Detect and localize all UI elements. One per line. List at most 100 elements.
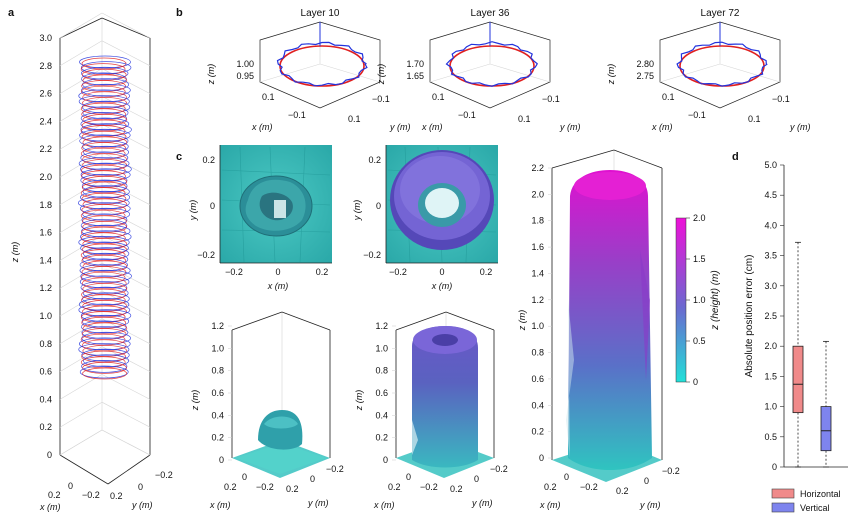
panel-a-y-label: y (m) bbox=[131, 500, 153, 510]
panel-c-top-view-2: 0.2 0 −0.2 y (m) −0.2 0 0.2 x (m) bbox=[352, 145, 498, 291]
layer-plot: Layer 10 1.00 0.95 z (m) 0.1 −0.1 x (m) 0.1 −0.1… bbox=[206, 8, 411, 132]
layer-z-label: z (m) bbox=[376, 64, 386, 86]
panel-a-gridline bbox=[59, 123, 103, 150]
trajectory-coil-blue bbox=[79, 202, 131, 215]
y-tick-label: 4.5 bbox=[764, 190, 777, 200]
panel-d-y-label: Absolute position error (cm) bbox=[744, 255, 755, 378]
layer-y-label: y (m) bbox=[389, 122, 411, 132]
panel-label-a: a bbox=[8, 7, 15, 19]
colorbar-tick: 1.5 bbox=[693, 254, 706, 264]
legend-label-vertical: Vertical bbox=[800, 503, 830, 513]
panel-label-b: b bbox=[176, 7, 183, 19]
layer-grid bbox=[489, 63, 551, 83]
panel-a-x-label: x (m) bbox=[39, 502, 61, 512]
c3d2-y-tick: 0.2 bbox=[450, 484, 463, 494]
y-tick-label: 3.0 bbox=[764, 281, 777, 291]
panel-a-trajectory-3d: 0 0.2 0.4 0.6 0.8 1.0 1.2 1.4 1.6 1.8 2.0 2.2 2.4 2.6… bbox=[10, 12, 173, 512]
trajectory-coil-blue bbox=[78, 343, 130, 356]
z-tick: 1.2 bbox=[531, 295, 544, 305]
c2-x-tick: 0 bbox=[439, 267, 444, 277]
trajectory-coil-blue bbox=[80, 241, 129, 255]
c3d2-x-tick: −0.2 bbox=[420, 482, 438, 492]
trajectory-coil-blue bbox=[80, 162, 132, 176]
trajectory-coil-blue bbox=[80, 281, 128, 294]
trajectory-coil-blue bbox=[78, 303, 131, 317]
layer-x-tick: −0.1 bbox=[688, 110, 706, 120]
z-tick: 1.2 bbox=[211, 321, 224, 331]
c3d1-y-label: y (m) bbox=[307, 498, 329, 508]
layer-z-tick: 2.75 bbox=[636, 71, 654, 81]
panel-a-gridline bbox=[59, 207, 103, 233]
trajectory-coil-blue bbox=[81, 61, 132, 74]
c3d2-x-tick: 0 bbox=[406, 472, 411, 482]
panel-label-c: c bbox=[176, 151, 182, 163]
y-tick-label: 0.5 bbox=[764, 432, 777, 442]
layer-y-tick: 0.1 bbox=[748, 114, 761, 124]
trajectory-coil-blue bbox=[80, 66, 129, 80]
z-tick: 1.6 bbox=[531, 242, 544, 252]
panel-a-gridline bbox=[101, 235, 151, 261]
c3d3-z-label: z (m) bbox=[517, 310, 527, 332]
panel-a-gridline bbox=[59, 151, 103, 178]
colorbar-gradient bbox=[675, 217, 687, 383]
trajectory-coil-blue bbox=[83, 247, 130, 260]
trajectory-coil-red bbox=[82, 362, 127, 374]
trajectory-coil-blue bbox=[83, 354, 129, 368]
panel-a-z-tick: 1.4 bbox=[39, 255, 52, 265]
c2-y-tick: 0.2 bbox=[368, 155, 381, 165]
panel-a-z-tick: 0.4 bbox=[39, 394, 52, 404]
layer-y-label: y (m) bbox=[559, 122, 581, 132]
layer-y-tick: −0.1 bbox=[542, 94, 560, 104]
panel-a-z-tick: 1.2 bbox=[39, 283, 52, 293]
y-tick-label: 2.5 bbox=[764, 311, 777, 321]
c3d2-z-ticks: 1.2 1.0 0.8 0.6 0.4 0.2 0 bbox=[375, 321, 396, 465]
y-tick-label: 0 bbox=[772, 462, 777, 472]
z-tick: 0.4 bbox=[531, 400, 544, 410]
z-tick: 0 bbox=[383, 455, 388, 465]
c3d1-z-label: z (m) bbox=[190, 390, 200, 412]
trajectory-coil-blue bbox=[79, 134, 129, 148]
c3d2-x-tick: 0.2 bbox=[388, 482, 401, 492]
layer-z-tick: 2.80 bbox=[636, 59, 654, 69]
z-tick: 1.0 bbox=[211, 343, 224, 353]
panel-a-z-tick: 2.0 bbox=[39, 172, 52, 182]
layer-z-tick: 1.70 bbox=[406, 59, 424, 69]
panel-b-layers: Layer 10 1.00 0.95 z (m) 0.1 −0.1 x (m) 0.1 −0.1… bbox=[206, 8, 811, 132]
z-tick: 2.0 bbox=[531, 189, 544, 199]
panel-a-gridline bbox=[59, 40, 103, 67]
legend-swatch-horizontal bbox=[771, 488, 795, 499]
panel-a-gridline bbox=[59, 318, 103, 345]
panel-a-z-ticks: 0 0.2 0.4 0.6 0.8 1.0 1.2 1.4 1.6 1.8 2.0 2.2 2.4 2.6… bbox=[39, 33, 52, 460]
trajectory-coil-blue bbox=[78, 337, 131, 351]
layer-y-label: y (m) bbox=[789, 122, 811, 132]
box-iqr bbox=[792, 345, 804, 414]
c3d2-x-label: x (m) bbox=[373, 500, 395, 510]
trajectory-coil-blue bbox=[80, 219, 128, 232]
trajectory-coil-red bbox=[82, 367, 127, 380]
panel-d-y-ticks: 0 0.5 1.0 1.5 2.0 2.5 3.0 3.5 4.0 4.5 5.0 bbox=[764, 160, 784, 472]
trajectory-coil-blue bbox=[78, 157, 130, 170]
trajectory-coil-blue bbox=[79, 365, 129, 379]
c3d3-x-label: x (m) bbox=[539, 500, 561, 510]
trajectory-coil-blue bbox=[80, 123, 132, 136]
z-tick: 0.2 bbox=[375, 433, 388, 443]
c3d2-y-tick: 0 bbox=[474, 474, 479, 484]
trajectory-coil-blue bbox=[80, 151, 129, 165]
colorbar-tick: 2.0 bbox=[693, 213, 706, 223]
panel-c-top-view-1: 0.2 0 −0.2 y (m) −0.2 0 0.2 x (m) bbox=[188, 145, 332, 291]
layer-z-tick: 1.00 bbox=[236, 59, 254, 69]
z-tick: 0.8 bbox=[211, 366, 224, 376]
c2-x-tick: −0.2 bbox=[389, 267, 407, 277]
trajectory-coil-blue bbox=[80, 269, 132, 283]
panel-a-gridline bbox=[101, 68, 151, 94]
colorbar-tick: 0.5 bbox=[693, 336, 706, 346]
panel-a-gridline bbox=[59, 346, 103, 372]
layer-y-tick: −0.1 bbox=[772, 94, 790, 104]
layer-plot: Layer 36 1.70 1.65 z (m) 0.1 −0.1 x (m) 0.1 −0.1… bbox=[376, 8, 581, 132]
c3d3-z-ticks: 2.2 2.0 1.8 1.6 1.4 1.2 1.0 0.8 0.6 0.4 0.2 0 bbox=[531, 163, 552, 463]
layer-grid bbox=[659, 63, 721, 83]
panel-a-z-tick: 3.0 bbox=[39, 33, 52, 43]
panel-a-z-tick: 1.8 bbox=[39, 200, 52, 210]
trajectory-coil-blue bbox=[82, 185, 130, 198]
z-tick: 0.4 bbox=[211, 410, 224, 420]
